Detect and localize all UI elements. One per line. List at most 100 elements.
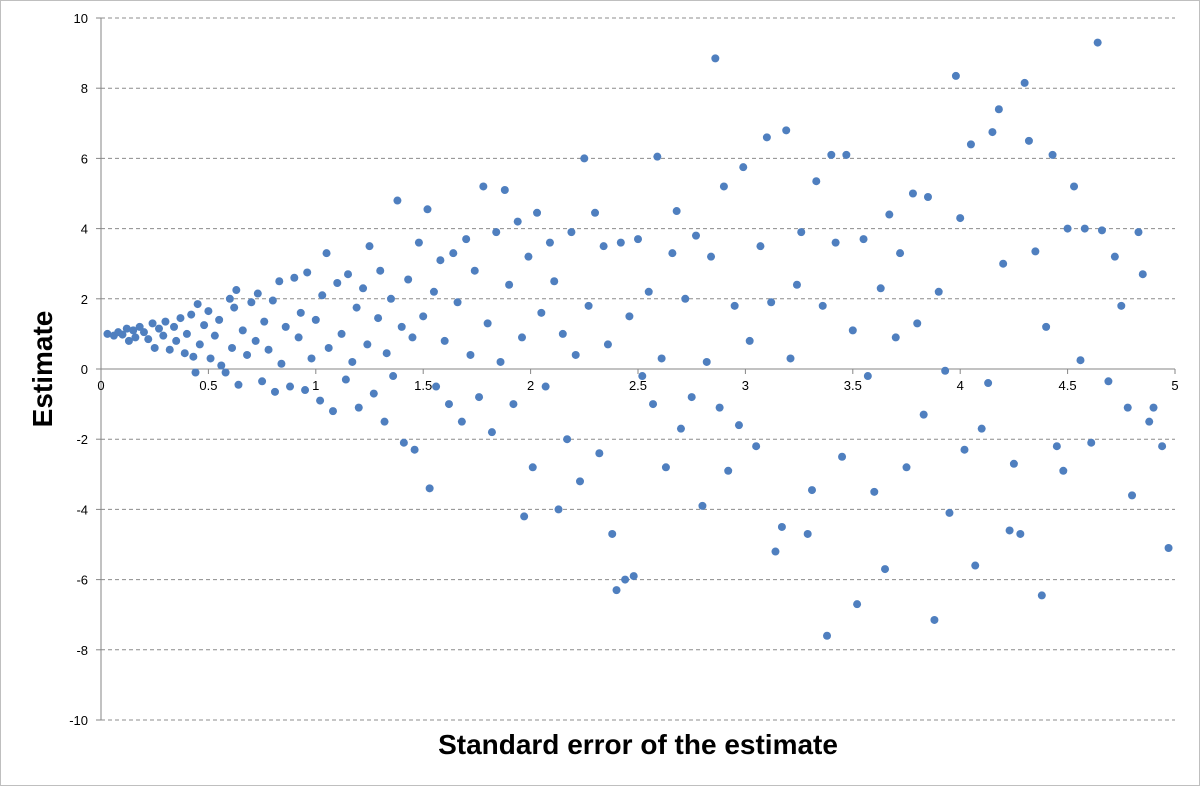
- data-point: [1104, 377, 1113, 386]
- data-point: [286, 382, 295, 391]
- data-point: [1076, 356, 1085, 365]
- data-point: [1123, 403, 1132, 412]
- data-point: [322, 249, 331, 258]
- data-point: [154, 324, 163, 333]
- data-point: [270, 387, 279, 396]
- data-point: [419, 312, 428, 321]
- data-point: [505, 280, 514, 289]
- data-point: [131, 333, 140, 342]
- data-point: [676, 424, 685, 433]
- data-point: [818, 301, 827, 310]
- data-point: [258, 377, 267, 386]
- data-point: [393, 196, 402, 205]
- data-point: [966, 140, 975, 149]
- data-point: [307, 354, 316, 363]
- data-point: [1097, 226, 1106, 235]
- data-point: [756, 242, 765, 251]
- data-point: [1059, 466, 1068, 475]
- data-point: [148, 319, 157, 328]
- y-tick-label: -8: [76, 643, 88, 658]
- data-point: [210, 331, 219, 340]
- data-point: [945, 508, 954, 517]
- data-point: [762, 133, 771, 142]
- data-point: [277, 359, 286, 368]
- data-point: [200, 321, 209, 330]
- data-point: [221, 368, 230, 377]
- data-point: [838, 452, 847, 461]
- data-point: [341, 375, 350, 384]
- data-point: [311, 315, 320, 324]
- x-tick-label: 3: [742, 378, 749, 393]
- data-point: [296, 308, 305, 317]
- data-point: [541, 382, 550, 391]
- data-point: [1052, 442, 1061, 451]
- data-point: [1093, 38, 1102, 47]
- data-point: [380, 417, 389, 426]
- data-point: [386, 294, 395, 303]
- data-point: [859, 235, 868, 244]
- data-point: [365, 242, 374, 251]
- data-point: [374, 314, 383, 323]
- y-tick-label: 2: [81, 292, 88, 307]
- data-point: [827, 150, 836, 159]
- x-tick-label: 0.5: [199, 378, 217, 393]
- data-points: [103, 38, 1173, 640]
- data-point: [479, 182, 488, 191]
- data-point: [853, 600, 862, 609]
- data-point: [1037, 591, 1046, 600]
- data-point: [228, 343, 237, 352]
- data-point: [500, 185, 509, 194]
- data-point: [206, 354, 215, 363]
- data-point: [268, 296, 277, 305]
- data-point: [1020, 78, 1029, 87]
- data-point: [896, 249, 905, 258]
- data-point: [1070, 182, 1079, 191]
- data-point: [1149, 403, 1158, 412]
- data-point: [842, 150, 851, 159]
- data-point: [165, 345, 174, 354]
- data-point: [1031, 247, 1040, 256]
- data-point: [599, 242, 608, 251]
- data-point: [487, 428, 496, 437]
- data-point: [189, 352, 198, 361]
- data-point: [881, 565, 890, 574]
- data-point: [634, 235, 642, 244]
- data-point: [318, 291, 327, 300]
- data-point: [264, 345, 273, 354]
- data-point: [354, 403, 363, 412]
- data-point: [144, 335, 153, 344]
- data-point: [230, 303, 239, 312]
- data-point: [792, 280, 801, 289]
- data-point: [902, 463, 911, 472]
- y-axis-title: Estimate: [27, 311, 58, 428]
- data-point: [848, 326, 857, 335]
- data-point: [453, 298, 462, 307]
- x-tick-label: 4.5: [1059, 378, 1077, 393]
- data-point: [672, 207, 681, 216]
- data-point: [698, 501, 707, 510]
- data-point: [363, 340, 372, 349]
- x-tick-label: 4: [957, 378, 964, 393]
- data-point: [745, 336, 754, 345]
- data-point: [1048, 150, 1057, 159]
- data-point: [528, 463, 537, 472]
- y-tick-label: 8: [81, 81, 88, 96]
- data-point: [863, 372, 872, 381]
- x-axis-title: Standard error of the estimate: [438, 729, 838, 760]
- data-point: [457, 417, 466, 426]
- data-point: [324, 343, 333, 352]
- x-tick-label: 1.5: [414, 378, 432, 393]
- data-point: [215, 315, 224, 324]
- x-tick-label: 3.5: [844, 378, 862, 393]
- data-point: [707, 252, 716, 261]
- data-point: [719, 182, 728, 191]
- data-point: [328, 407, 337, 416]
- data-point: [823, 631, 832, 640]
- data-point: [159, 331, 168, 340]
- data-point: [404, 275, 413, 284]
- data-point: [960, 445, 969, 454]
- data-point: [782, 126, 791, 135]
- data-point: [232, 286, 241, 295]
- data-point: [591, 208, 600, 217]
